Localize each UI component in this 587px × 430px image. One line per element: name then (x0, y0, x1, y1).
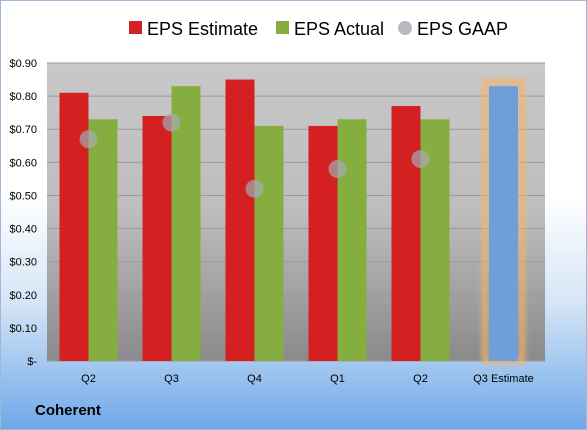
bar-eps-actual (337, 119, 367, 362)
bar-eps-estimate (225, 79, 255, 362)
legend-label-actual: EPS Actual (294, 19, 384, 39)
x-tick-label: Q4 (247, 373, 262, 385)
y-tick-label: $- (27, 356, 37, 368)
legend-swatch-estimate (129, 21, 142, 34)
y-tick-label: $0.40 (9, 224, 37, 236)
legend-swatch-actual (276, 21, 289, 34)
x-tick-label: Q3 Estimate (473, 373, 534, 385)
bar-eps-actual (171, 86, 201, 361)
y-tick-label: $0.90 (9, 58, 37, 70)
bars-group (59, 79, 525, 365)
company-name: Coherent (35, 402, 101, 419)
marker-eps-gaap (162, 113, 181, 132)
x-tick-label: Q2 (81, 373, 96, 385)
bar-next-quarter-estimate (489, 86, 518, 361)
marker-eps-gaap (328, 159, 347, 178)
y-tick-label: $0.60 (9, 157, 37, 169)
y-tick-label: $0.10 (9, 323, 37, 335)
marker-eps-gaap (245, 179, 264, 198)
bar-eps-estimate (142, 115, 172, 361)
gaap-markers (79, 113, 430, 198)
legend: EPS Estimate EPS Actual EPS GAAP (129, 19, 508, 39)
y-axis: $- $0.10 $0.20 $0.30 $0.40 $0.50 $0.60 $0.70 $0.… (9, 58, 37, 368)
y-tick-label: $0.50 (9, 190, 37, 202)
legend-label-gaap: EPS GAAP (417, 19, 508, 39)
x-tick-label: Q1 (330, 373, 345, 385)
bar-eps-estimate (391, 106, 421, 362)
plot-area (47, 63, 545, 361)
y-tick-label: $0.80 (9, 91, 37, 103)
y-tick-label: $0.20 (9, 290, 37, 302)
legend-label-estimate: EPS Estimate (147, 19, 258, 39)
y-tick-label: $0.70 (9, 124, 37, 136)
x-tick-label: Q3 (164, 373, 179, 385)
y-tick-label: $0.30 (9, 257, 37, 269)
bar-eps-actual (254, 125, 284, 362)
x-axis: Q2 Q3 Q4 Q1 Q2 Q3 Estimate (81, 373, 534, 385)
x-tick-label: Q2 (413, 373, 428, 385)
gridlines (47, 62, 545, 362)
bar-eps-actual (88, 119, 118, 362)
legend-swatch-gaap (398, 21, 412, 35)
marker-eps-gaap (79, 130, 98, 149)
marker-eps-gaap (411, 150, 430, 169)
